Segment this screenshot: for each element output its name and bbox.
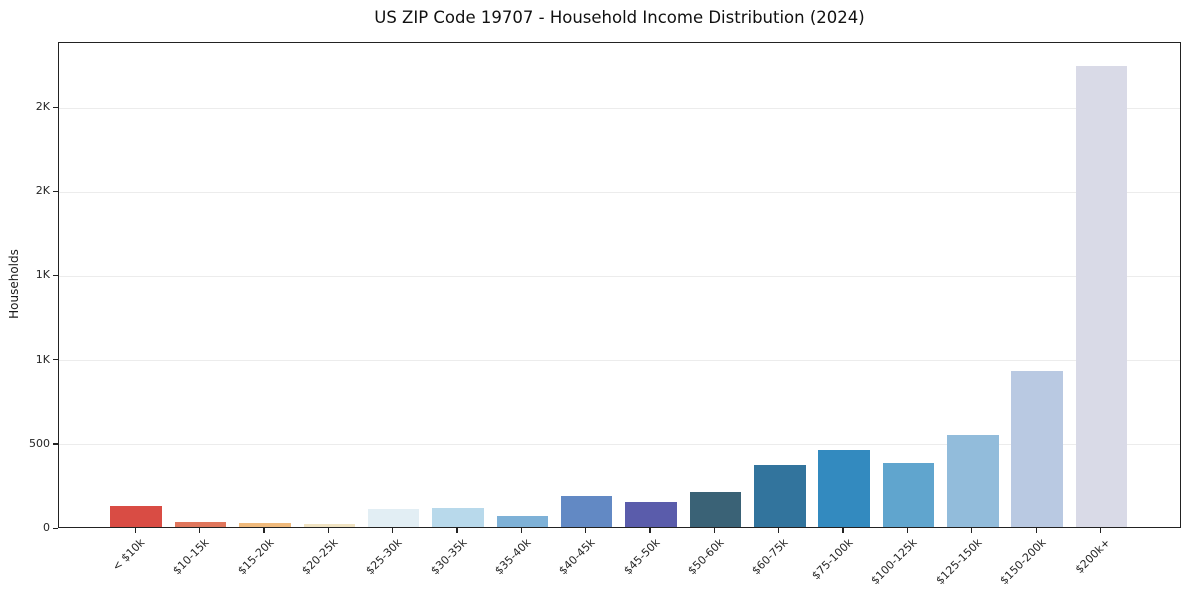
bar-10k: [110, 505, 162, 527]
y-tick-label: 1K: [35, 352, 50, 366]
x-tick-mark: [134, 528, 136, 533]
bar-40-45k: [560, 495, 613, 527]
y-tick-label: 2K: [35, 184, 50, 198]
x-tick-label: < $10k: [109, 536, 148, 574]
bar-30-35k: [432, 507, 484, 527]
bar-150-200k: [1011, 370, 1063, 527]
x-tick-label: $40-45k: [556, 536, 598, 578]
chart-title: US ZIP Code 19707 - Household Income Dis…: [374, 8, 865, 27]
x-tick-mark: [842, 528, 844, 533]
y-tick-label: 1K: [35, 268, 50, 282]
x-tick-label: $25-30k: [363, 536, 405, 578]
bar-200k: [1075, 66, 1128, 527]
bar-50-60k: [689, 491, 742, 527]
bar-125-150k: [947, 434, 999, 527]
x-tick-mark: [713, 528, 716, 533]
bar-20-25k: [303, 523, 356, 527]
x-tick-label: $150-200k: [997, 536, 1049, 588]
x-tick-mark: [263, 528, 265, 533]
x-tick-mark: [971, 528, 973, 533]
y-tick-label: 2K: [35, 100, 50, 113]
x-tick-mark: [649, 528, 651, 533]
gridline: [59, 275, 1180, 277]
bar-10-15k: [174, 521, 227, 527]
y-tick-mark: [53, 443, 58, 445]
x-tick-label: $15-20k: [234, 536, 277, 578]
gridline: [59, 191, 1180, 193]
y-tick-mark: [53, 359, 58, 361]
x-tick-mark: [456, 528, 458, 533]
bar-60-75k: [754, 465, 806, 527]
y-tick-mark: [53, 527, 58, 529]
bar-35-40k: [496, 516, 549, 527]
plot-area: [58, 42, 1181, 528]
x-tick-mark: [906, 528, 909, 533]
x-tick-label: $200k+: [1072, 536, 1113, 577]
x-tick-mark: [585, 528, 587, 533]
x-tick-label: $35-40k: [492, 536, 534, 578]
x-tick-label: $60-75k: [749, 536, 791, 578]
y-tick-mark: [53, 190, 58, 192]
x-tick-mark: [391, 528, 394, 533]
x-tick-label: $10-15k: [170, 536, 212, 578]
x-tick-label: $100-125k: [868, 536, 920, 588]
gridline: [59, 444, 1180, 446]
bar-75-100k: [818, 450, 870, 527]
y-axis-label: Households: [7, 249, 21, 319]
bar-25-30k: [367, 509, 420, 527]
bar-15-20k: [239, 522, 291, 527]
y-tick-mark: [53, 106, 58, 108]
x-tick-label: $75-100k: [809, 536, 856, 583]
x-tick-mark: [778, 528, 780, 533]
x-tick-mark: [1035, 528, 1037, 533]
x-tick-label: $50-60k: [685, 536, 727, 578]
gridline: [59, 107, 1180, 109]
bar-100-125k: [882, 462, 935, 527]
y-tick-label: 0: [43, 521, 50, 534]
y-tick-label: 500: [29, 436, 50, 450]
x-tick-label: $125-150k: [932, 536, 985, 588]
x-tick-label: $45-50k: [621, 536, 663, 578]
x-tick-mark: [1099, 528, 1102, 533]
x-tick-mark: [327, 528, 329, 533]
gridline: [59, 360, 1180, 362]
x-tick-mark: [198, 528, 201, 533]
y-tick-mark: [53, 274, 58, 277]
bar-45-50k: [625, 502, 677, 527]
x-tick-label: $20-25k: [299, 536, 341, 578]
x-tick-mark: [520, 528, 522, 533]
x-tick-label: $30-35k: [427, 536, 470, 578]
